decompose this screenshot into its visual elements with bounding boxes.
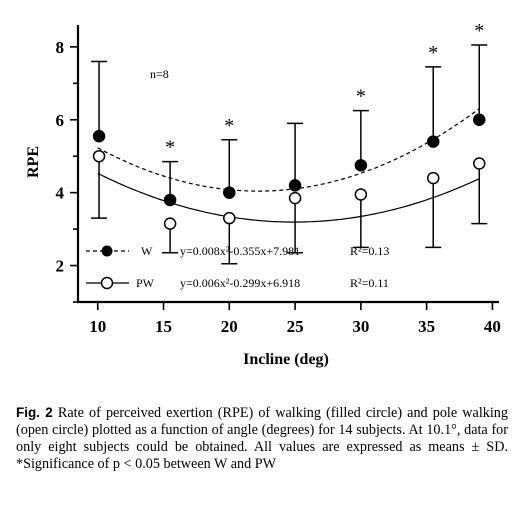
legend-pw-equation: y=0.006x²-0.299x+6.918 bbox=[180, 276, 300, 290]
legend-w-r2: R²=0.13 bbox=[350, 244, 389, 258]
caption-label: Fig. 2 bbox=[16, 405, 53, 420]
data-point-w bbox=[92, 129, 106, 143]
rpe-chart: 2 4 6 8 10 15 20 25 30 35 40 * * * * * Incline (deg) RP… bbox=[25, 20, 501, 368]
x-tick-label: 30 bbox=[352, 317, 369, 336]
legend-pw-marker bbox=[100, 276, 114, 290]
legend-w-equation: y=0.008x²-0.355x+7.981 bbox=[180, 244, 300, 258]
fit-curve-pw bbox=[97, 172, 480, 223]
legend-pw-r2: R²=0.11 bbox=[350, 276, 389, 290]
significance-star: * bbox=[165, 137, 175, 159]
data-point-pw bbox=[288, 191, 302, 205]
data-point-pw bbox=[92, 149, 106, 163]
figure-caption: Fig. 2 Rate of perceived exertion (RPE) … bbox=[16, 404, 508, 473]
y-tick-label: 2 bbox=[56, 257, 65, 276]
data-point-pw bbox=[354, 188, 368, 201]
legend-w-marker bbox=[101, 245, 113, 257]
x-tick-label: 20 bbox=[221, 317, 238, 336]
legend-pw-label: PW bbox=[136, 276, 155, 290]
plot-area: 2 4 6 8 10 15 20 25 30 35 40 * * * * * bbox=[56, 20, 501, 336]
data-point-w bbox=[223, 186, 236, 199]
data-point-pw bbox=[223, 211, 236, 225]
caption-text: Rate of perceived exertion (RPE) of walk… bbox=[16, 405, 508, 472]
y-axis-title: RPE bbox=[25, 146, 42, 178]
significance-star: * bbox=[356, 86, 366, 108]
data-point-w bbox=[354, 159, 368, 172]
fit-curve-w bbox=[97, 108, 480, 192]
legend-w-label: W bbox=[141, 244, 153, 258]
y-tick-label: 4 bbox=[56, 184, 65, 203]
data-point-w bbox=[163, 193, 177, 207]
legend: W y=0.008x²-0.355x+7.981 R²=0.13 PW y=0.… bbox=[86, 244, 389, 290]
x-tick-label: 35 bbox=[418, 317, 435, 336]
data-point-w bbox=[426, 135, 440, 148]
significance-star: * bbox=[224, 115, 234, 137]
x-tick-label: 15 bbox=[155, 317, 172, 336]
significance-star: * bbox=[428, 42, 438, 64]
x-tick-label: 10 bbox=[89, 317, 106, 336]
x-axis-title: Incline (deg) bbox=[243, 351, 329, 368]
sample-size-note: n=8 bbox=[150, 67, 169, 81]
data-point-w bbox=[473, 113, 486, 127]
x-tick-label: 25 bbox=[287, 317, 304, 336]
significance-star: * bbox=[474, 20, 484, 42]
y-tick-label: 6 bbox=[56, 111, 65, 130]
y-tick-label: 8 bbox=[56, 38, 65, 57]
data-point-w bbox=[288, 179, 302, 192]
data-point-pw bbox=[426, 171, 440, 185]
x-tick-label: 40 bbox=[484, 317, 501, 336]
data-point-pw bbox=[163, 217, 177, 230]
data-point-pw bbox=[473, 157, 486, 170]
